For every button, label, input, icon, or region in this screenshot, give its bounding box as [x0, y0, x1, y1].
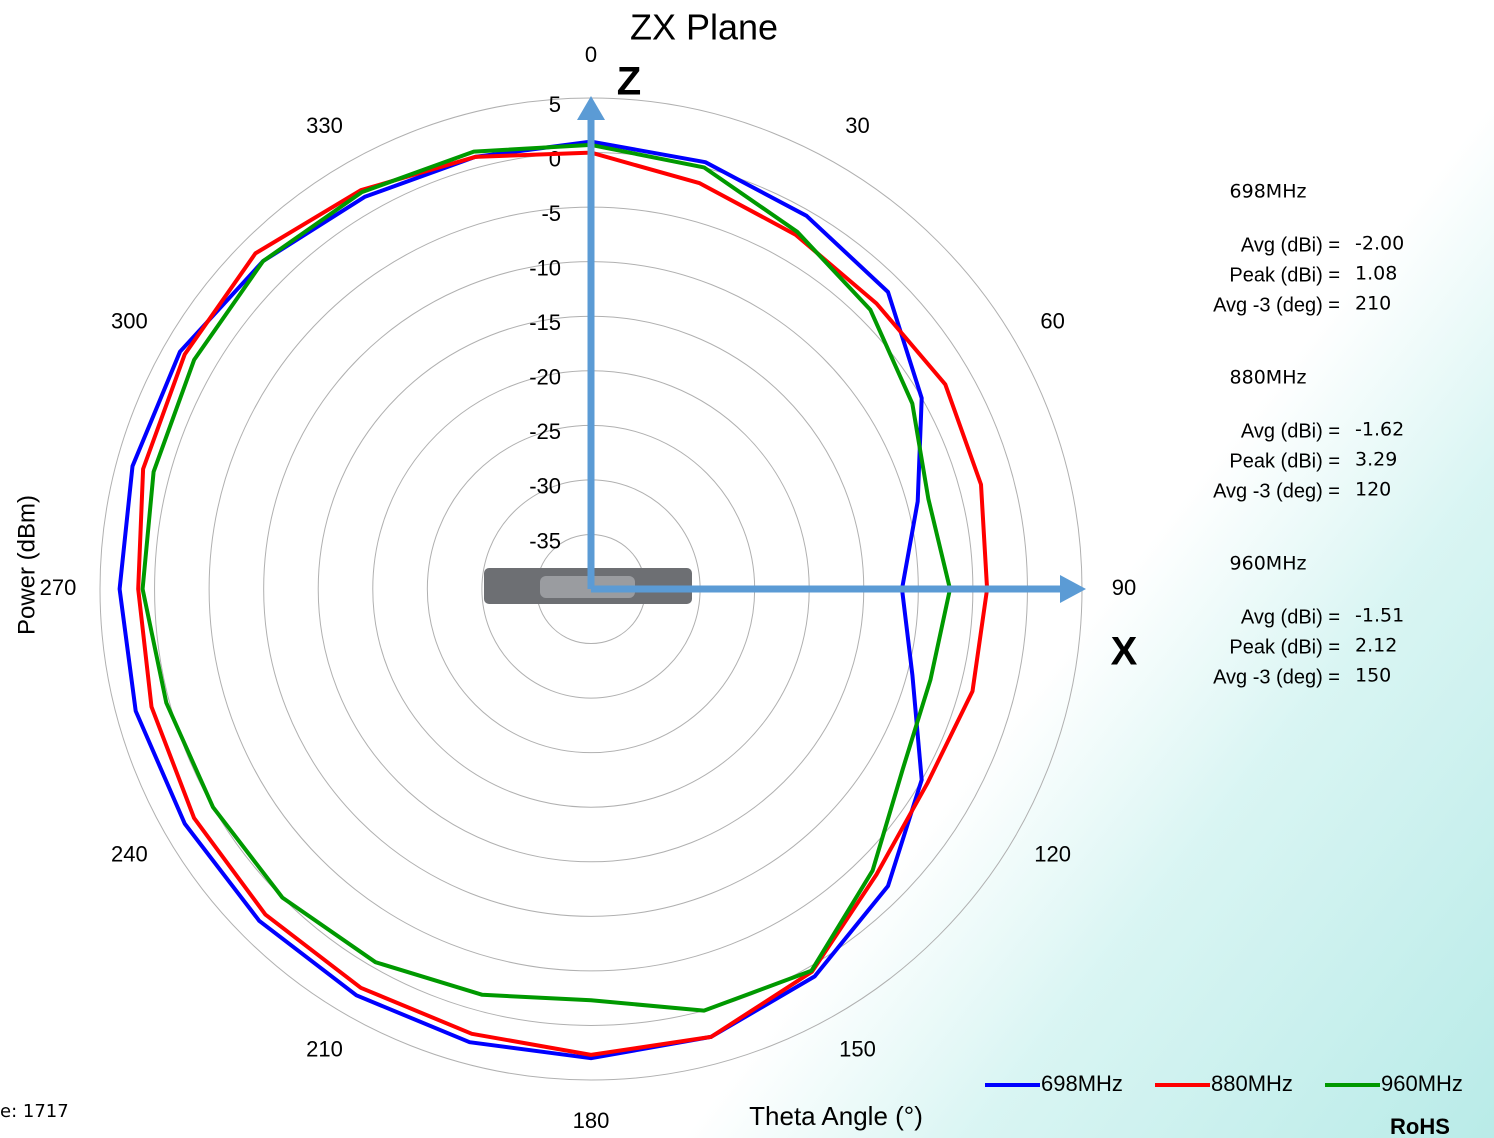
angle-tick-label: 210 — [306, 1036, 343, 1061]
legend: 698MHz 880MHz 960MHz — [985, 1071, 1463, 1096]
stat-label: Avg -3 (deg) = — [1213, 480, 1340, 502]
angle-tick-label: 330 — [306, 113, 343, 138]
stat-value: 150 — [1355, 665, 1391, 687]
r-tick-label: -5 — [541, 201, 561, 226]
stat-label: Avg -3 (deg) = — [1213, 294, 1340, 316]
logo: RoHS — [1390, 1114, 1450, 1138]
r-tick-label: -10 — [529, 255, 561, 280]
angle-tick-label: 90 — [1112, 575, 1136, 600]
stat-band: 880MHz — [1230, 367, 1307, 389]
chart-title: ZX Plane — [630, 7, 778, 48]
angle-tick-label: 180 — [573, 1108, 610, 1133]
stat-label: Avg (dBi) = — [1241, 420, 1340, 442]
r-tick-label: -20 — [529, 365, 561, 390]
axis-name: Z — [617, 60, 641, 104]
angle-tick-label: 30 — [845, 113, 869, 138]
legend-label: 880MHz — [1211, 1071, 1293, 1096]
stat-value: 210 — [1355, 293, 1391, 315]
stat-label: Peak (dBi) = — [1229, 450, 1340, 472]
stats: 698MHz Avg (dBi) = -2.00 Peak (dBi) = 1.08 Av… — [1213, 181, 1404, 689]
angle-tick-label: 60 — [1040, 308, 1064, 333]
angle-tick-label: 0 — [585, 42, 597, 67]
stat-band: 960MHz — [1230, 553, 1307, 575]
r-tick-label: -25 — [529, 419, 561, 444]
r-tick-label: 5 — [549, 92, 561, 117]
footer: e: 1717 — [0, 1101, 69, 1122]
stat-value: -1.51 — [1355, 605, 1404, 627]
legend-label: 698MHz — [1041, 1071, 1123, 1096]
stat-value: 2.12 — [1355, 635, 1397, 657]
stat-label: Peak (dBi) = — [1229, 636, 1340, 658]
legend-label: 960MHz — [1381, 1071, 1463, 1096]
axis-name: X — [1111, 630, 1138, 674]
stat-label: Avg (dBi) = — [1241, 606, 1340, 628]
stat-label: Peak (dBi) = — [1229, 264, 1340, 286]
r-tick-label: -35 — [529, 528, 561, 553]
r-tick-label: -15 — [529, 310, 561, 335]
axes-arrows — [577, 96, 1086, 603]
z-arrowhead — [577, 96, 605, 120]
series — [117, 139, 990, 1061]
angle-tick-label: 270 — [40, 575, 77, 600]
r-tick-label: 0 — [549, 146, 561, 171]
stat-label: Avg -3 (deg) = — [1213, 666, 1340, 688]
r-tick-label: -30 — [529, 474, 561, 499]
stat-value: 120 — [1355, 479, 1391, 501]
stat-label: Avg (dBi) = — [1241, 234, 1340, 256]
angle-tick-label: 240 — [111, 841, 148, 866]
stat-band: 698MHz — [1230, 181, 1307, 203]
x-axis-label: Theta Angle (°) — [749, 1101, 923, 1131]
series-line — [136, 150, 990, 1057]
y-axis-label: Power (dBm) — [13, 495, 40, 635]
angle-tick-label: 120 — [1034, 841, 1071, 866]
stat-value: 3.29 — [1355, 449, 1397, 471]
series-line — [140, 142, 952, 1013]
angle-tick-label: 150 — [839, 1036, 876, 1061]
stat-value: -1.62 — [1355, 419, 1404, 441]
stat-value: 1.08 — [1355, 263, 1397, 285]
angle-tick-label: 300 — [111, 308, 148, 333]
series-line — [117, 139, 924, 1061]
x-arrowhead — [1060, 575, 1086, 603]
stat-value: -2.00 — [1355, 233, 1404, 255]
